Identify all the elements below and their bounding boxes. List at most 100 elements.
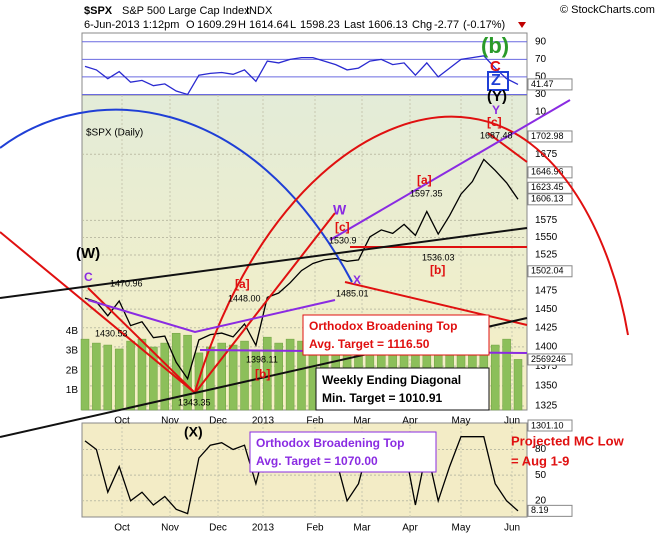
wave-label: [c] <box>335 220 350 234</box>
trend-lines <box>0 99 629 438</box>
x-tick-label: Nov <box>161 416 179 427</box>
volume-bar <box>137 338 147 411</box>
wave-label: [a] <box>417 173 432 187</box>
volume-bar <box>126 340 135 411</box>
volume-bar <box>160 342 170 411</box>
wave-label: Z <box>491 72 501 89</box>
y-tick-label: 1575 <box>535 215 558 226</box>
volume-bar <box>92 342 101 411</box>
x-tick-label: Dec <box>209 523 227 534</box>
y-tick-label: 10 <box>535 107 547 118</box>
box-title: Projected MC Low <box>511 433 625 448</box>
chg-pct: (-0.17%) <box>463 19 505 31</box>
y-tick-label: 30 <box>535 89 547 100</box>
volume-bar <box>228 344 238 411</box>
x-tick-label: Feb <box>306 523 324 534</box>
red-line <box>344 281 528 326</box>
open: 1609.29 <box>197 19 237 31</box>
source: © StockCharts.com <box>560 4 655 16</box>
black-line <box>0 227 528 299</box>
volume-bar <box>274 342 283 411</box>
wave-label: [b] <box>255 367 270 381</box>
x-tick-label: Oct <box>114 523 130 534</box>
y-tick-label: 1550 <box>535 232 558 243</box>
target-box <box>249 431 437 473</box>
price-label: 1448.00 <box>228 293 261 303</box>
x-tick-label: Mar <box>353 416 371 427</box>
x-tick-label: Apr <box>402 523 418 534</box>
price-label: 1485.01 <box>336 288 369 298</box>
open-label: O <box>186 19 195 31</box>
blue-arc <box>0 108 353 283</box>
price-label: 1398.11 <box>246 354 278 364</box>
price-label: 1687.48 <box>480 130 513 140</box>
symbol: $SPX <box>84 5 113 17</box>
price-label: 1597.35 <box>410 188 443 198</box>
box-title: Weekly Ending Diagonal <box>322 373 461 387</box>
x-tick-label: Apr <box>402 416 418 427</box>
x-tick-label: Feb <box>306 416 324 427</box>
y-tick-label: 1325 <box>535 401 558 412</box>
value-tag: 1646.96 <box>531 167 564 177</box>
y2-tick-label: 4B <box>66 326 79 337</box>
price-label: 1343.35 <box>178 397 211 407</box>
y-tick-label: 1475 <box>535 285 558 296</box>
red-line <box>487 132 528 163</box>
wave-label: (Y) <box>487 88 507 105</box>
volume-bar <box>217 342 226 411</box>
purple-line <box>329 99 571 241</box>
value-tag-box <box>527 353 573 366</box>
volume-bar <box>490 344 500 411</box>
value-tag-box <box>527 504 573 517</box>
panel-title: $SPX (Daily) <box>86 128 143 139</box>
value-tag: 1606.13 <box>531 194 564 204</box>
value-tag-box <box>527 130 573 143</box>
box-target: Avg. Target = 1116.50 <box>309 337 430 351</box>
low-label: L <box>290 19 296 31</box>
wave-label: W <box>333 202 347 218</box>
x-tick-label: Dec <box>209 416 227 427</box>
chg-label: Chg <box>412 19 432 31</box>
value-tag-box <box>527 166 573 179</box>
value-tag-box <box>527 265 573 278</box>
volume-bar <box>103 344 113 411</box>
price-label: 1470.96 <box>110 278 143 288</box>
box-target: = Aug 1-9 <box>511 453 569 468</box>
wave-box <box>487 71 509 91</box>
series-line <box>84 55 519 96</box>
x-tick-label: Jun <box>504 416 520 427</box>
y2-tick-label: 3B <box>66 346 79 357</box>
last: 1606.13 <box>368 19 408 31</box>
x-tick-label: 2013 <box>252 416 275 427</box>
x-tick-label: Jun <box>504 523 520 534</box>
volume-bar <box>502 338 511 411</box>
y-tick-label: 1350 <box>535 381 558 392</box>
wave-label: C <box>84 270 93 284</box>
value-tag: 1702.98 <box>531 131 564 141</box>
value-tag-box <box>527 78 573 91</box>
red-arc <box>194 115 629 393</box>
volume-bar <box>297 340 306 411</box>
wave-label: [c] <box>487 115 502 129</box>
y-tick-label: 50 <box>535 72 547 83</box>
top-tag: 1301.10 <box>531 420 564 430</box>
purple-line <box>87 299 336 334</box>
wave-label: [b] <box>430 263 445 277</box>
price-label: 1430.53 <box>95 328 128 338</box>
x-tick-label: Mar <box>353 523 371 534</box>
index-name: S&P 500 Large Cap Index <box>122 5 250 17</box>
rsi-panel <box>81 32 528 99</box>
low: 1598.23 <box>300 19 340 31</box>
value-tag: 1502.04 <box>531 266 564 276</box>
y-tick-label: 1675 <box>535 149 558 160</box>
wave-label: [a] <box>235 277 250 291</box>
exchange: INDX <box>246 5 273 17</box>
value-tag: 2569246 <box>531 354 566 364</box>
volume-bar <box>114 348 124 411</box>
tag-box <box>527 419 573 432</box>
volume-bar <box>263 336 272 411</box>
value-tag: 1623.45 <box>531 182 564 192</box>
date: 6-Jun-2013 1:12pm <box>84 19 179 31</box>
volume-bar <box>149 346 158 411</box>
y-tick-label: 1400 <box>535 341 558 352</box>
